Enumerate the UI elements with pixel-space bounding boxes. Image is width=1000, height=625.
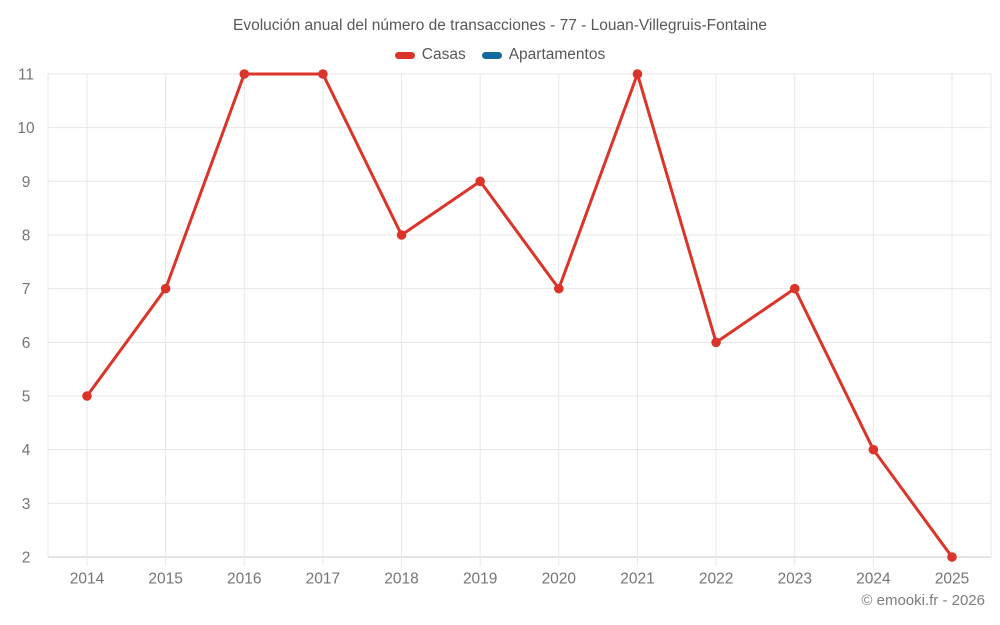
legend-item-apartamentos: Apartamentos <box>481 46 606 64</box>
data-point-marker <box>632 69 643 79</box>
x-axis-label: 2025 <box>935 571 969 588</box>
series-line-casas <box>85 72 954 558</box>
data-point-marker <box>318 69 328 79</box>
legend-item-casas: Casas <box>394 46 466 64</box>
data-point-marker <box>947 552 957 562</box>
x-axis-label: 2016 <box>227 571 261 588</box>
legend-swatch-apartamentos-icon <box>481 51 502 59</box>
x-axis-label: 2023 <box>777 571 811 588</box>
x-axis-label: 2018 <box>384 571 418 588</box>
y-axis-label: 6 <box>22 335 31 352</box>
y-axis-label: 8 <box>22 228 31 245</box>
chart-title: Evolución anual del número de transaccio… <box>233 17 767 34</box>
x-axis-label: 2015 <box>148 571 182 588</box>
legend-label-apartamentos: Apartamentos <box>508 46 606 63</box>
y-axis-label: 5 <box>22 389 31 406</box>
legend-label-casas: Casas <box>421 46 466 63</box>
data-point-marker <box>868 444 879 455</box>
data-point-marker <box>554 283 564 294</box>
legend: Casas Apartamentos <box>0 46 1000 64</box>
x-axis-label: 2020 <box>542 571 577 588</box>
data-point-marker <box>711 337 721 348</box>
data-point-marker <box>396 230 407 240</box>
y-axis-label: 3 <box>22 496 31 513</box>
y-axis-label: 10 <box>17 120 35 137</box>
data-point-marker <box>475 176 485 187</box>
copyright-text: © emooki.fr - 2026 <box>861 592 985 609</box>
data-point-marker <box>160 283 171 294</box>
x-axis-label: 2021 <box>620 571 654 588</box>
x-axis-label: 2024 <box>856 571 891 588</box>
y-axis-label: 11 <box>18 67 34 84</box>
y-axis-label: 7 <box>22 281 31 298</box>
y-axis-label: 2 <box>22 550 31 567</box>
data-point-marker <box>82 391 92 401</box>
y-axis-label: 4 <box>22 442 31 459</box>
y-axis-label: 9 <box>22 174 31 191</box>
x-axis-label: 2019 <box>463 571 497 588</box>
legend-swatch-casas-icon <box>394 51 415 59</box>
x-axis-label: 2022 <box>699 571 733 588</box>
data-point-marker <box>239 69 250 79</box>
x-axis-label: 2017 <box>306 571 340 588</box>
x-axis-label: 2014 <box>70 571 105 588</box>
data-point-marker <box>789 283 800 294</box>
